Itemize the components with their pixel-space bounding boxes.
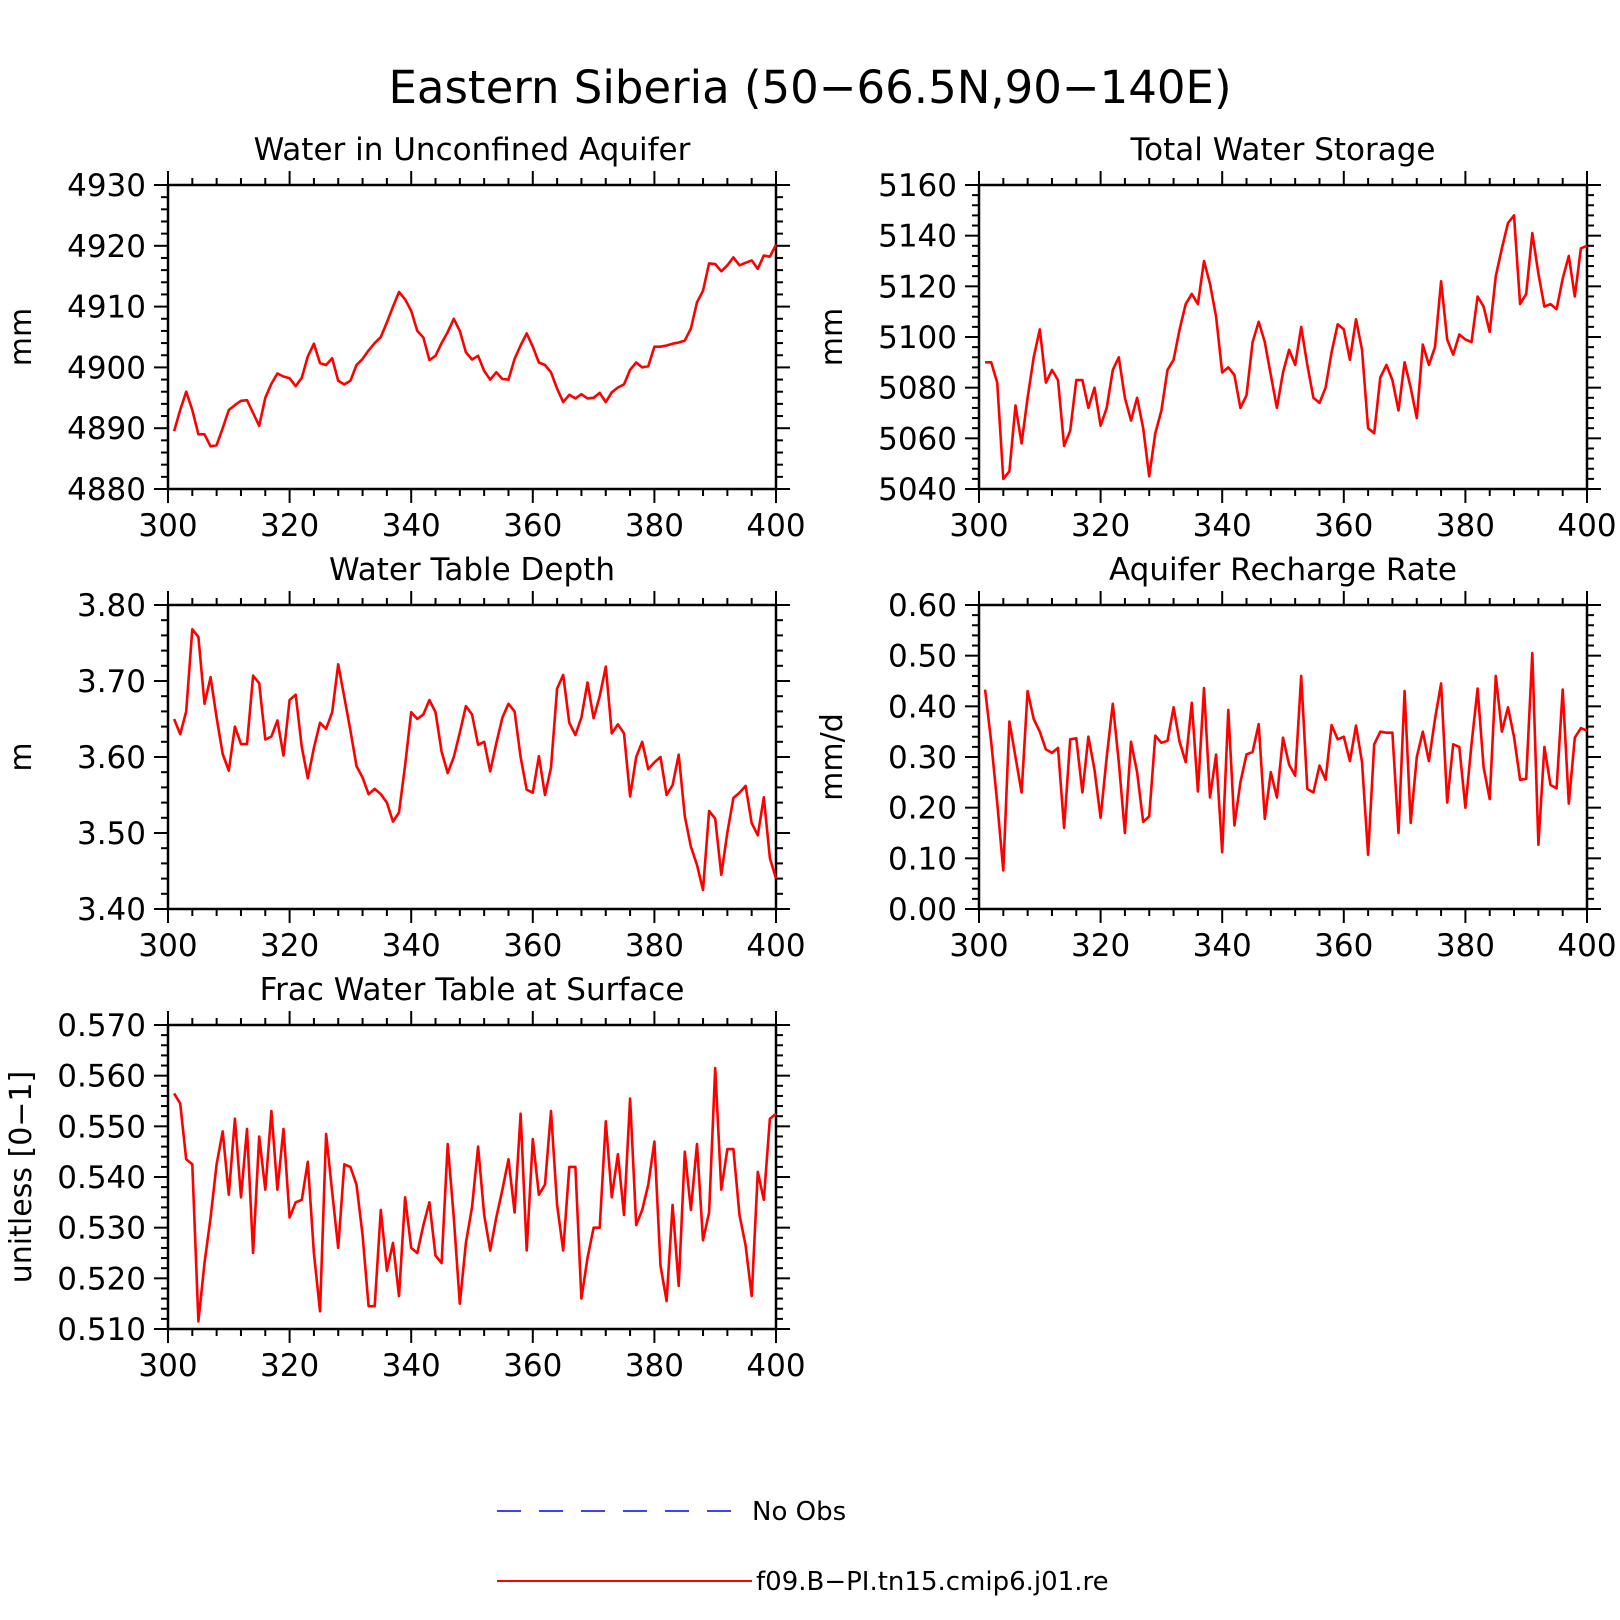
plot-frame [166, 603, 778, 911]
y-tick-label: 0.550 [57, 1109, 146, 1145]
y-tick-label: 5140 [878, 219, 957, 255]
y-tick-label: 0.530 [57, 1211, 146, 1247]
panel-1: 300 320 340 360 380 400 4880 4890 4900 4910 4920 49… [4, 132, 806, 544]
panel-5: 300 320 340 360 380 400 0.510 0.520 0.530 0.540 0.… [4, 972, 806, 1384]
y-tick-label: 0.510 [57, 1312, 146, 1348]
y-tick-label: 3.80 [77, 588, 146, 624]
x-tick-label: 400 [746, 928, 805, 964]
panels: 300 320 340 360 380 400 4880 4890 4900 4910 4920 49… [4, 132, 1617, 1384]
legend-obs-label: No Obs [752, 1497, 846, 1527]
x-tick-label: 400 [1557, 508, 1616, 544]
x-tick-label: 340 [1193, 928, 1252, 964]
y-tick-label: 5100 [878, 320, 957, 356]
x-tick-label: 340 [382, 928, 441, 964]
plot-frame [166, 183, 778, 491]
y-tick-label: 5160 [878, 168, 957, 204]
legend-model-label: f09.B−PI.tn15.cmip6.j01.re [756, 1567, 1109, 1597]
x-tick-label: 360 [1314, 928, 1373, 964]
x-tick-label: 360 [503, 1348, 562, 1384]
y-axis-label: unitless [0−1] [4, 1071, 39, 1283]
y-tick-label: 3.70 [77, 664, 146, 700]
y-tick-label: 0.10 [888, 841, 957, 877]
panel-4: 300 320 340 360 380 400 0.00 0.10 0.20 0.30 0.40 0.… [815, 552, 1617, 964]
y-tick-label: 0.30 [888, 740, 957, 776]
y-tick-label: 0.560 [57, 1059, 146, 1095]
panel-title: Water Table Depth [329, 552, 615, 588]
y-axis-label: mm [4, 308, 39, 366]
panel-3: 300 320 340 360 380 400 3.40 3.50 3.60 3.70 3.80 Wa… [4, 552, 806, 964]
y-axis-label: m [4, 742, 39, 771]
y-tick-label: 0.20 [888, 791, 957, 827]
y-tick-label: 4880 [67, 472, 146, 508]
plot-frame [977, 183, 1589, 491]
y-tick-label: 4890 [67, 411, 146, 447]
y-axis-label: mm [815, 308, 850, 366]
x-tick-label: 400 [746, 1348, 805, 1384]
x-tick-label: 320 [260, 508, 319, 544]
series-line [985, 214, 1588, 481]
y-tick-label: 5040 [878, 472, 957, 508]
y-tick-label: 0.570 [57, 1008, 146, 1044]
panel-title: Aquifer Recharge Rate [1109, 552, 1457, 588]
x-tick-label: 380 [625, 508, 684, 544]
legend: No Obs f09.B−PI.tn15.cmip6.j01.re [497, 1497, 1109, 1597]
x-tick-label: 300 [949, 508, 1008, 544]
x-tick-label: 380 [625, 928, 684, 964]
y-tick-label: 3.50 [77, 816, 146, 852]
y-tick-label: 0.60 [888, 588, 957, 624]
y-tick-label: 4900 [67, 350, 146, 386]
x-tick-label: 380 [625, 1348, 684, 1384]
x-tick-label: 300 [138, 1348, 197, 1384]
x-tick-label: 340 [382, 508, 441, 544]
y-tick-label: 0.50 [888, 639, 957, 675]
series-line [172, 627, 778, 892]
series-line [172, 1066, 777, 1323]
x-tick-label: 360 [503, 508, 562, 544]
x-tick-label: 300 [138, 508, 197, 544]
y-tick-label: 0.540 [57, 1160, 146, 1196]
y-axis-label: mm/d [815, 713, 850, 801]
x-tick-label: 300 [949, 928, 1008, 964]
panel-title: Water in Unconfined Aquifer [254, 132, 691, 168]
y-tick-label: 5060 [878, 421, 957, 457]
x-tick-label: 380 [1436, 928, 1495, 964]
x-tick-label: 320 [1071, 508, 1130, 544]
y-tick-label: 5120 [878, 269, 957, 305]
y-tick-label: 4910 [67, 290, 146, 326]
y-tick-label: 4920 [67, 229, 146, 265]
y-tick-label: 3.60 [77, 740, 146, 776]
x-tick-label: 320 [1071, 928, 1130, 964]
x-tick-label: 340 [382, 1348, 441, 1384]
x-tick-label: 320 [260, 1348, 319, 1384]
x-tick-label: 300 [138, 928, 197, 964]
x-tick-label: 340 [1193, 508, 1252, 544]
x-tick-label: 360 [503, 928, 562, 964]
panel-2: 300 320 340 360 380 400 5040 5060 5080 5100 5120 51… [815, 132, 1617, 544]
series-line [172, 244, 778, 448]
y-tick-label: 4930 [67, 168, 146, 204]
figure-title: Eastern Siberia (50−66.5N,90−140E) [388, 61, 1231, 114]
y-tick-label: 0.00 [888, 892, 957, 928]
x-tick-label: 380 [1436, 508, 1495, 544]
x-tick-label: 360 [1314, 508, 1373, 544]
x-tick-label: 320 [260, 928, 319, 964]
y-tick-label: 0.40 [888, 689, 957, 725]
y-tick-label: 5080 [878, 371, 957, 407]
y-tick-label: 0.520 [57, 1261, 146, 1297]
panel-title: Frac Water Table at Surface [260, 972, 685, 1008]
x-tick-label: 400 [746, 508, 805, 544]
panel-title: Total Water Storage [1129, 132, 1435, 168]
series-line [983, 651, 1588, 872]
x-tick-label: 400 [1557, 928, 1616, 964]
y-tick-label: 3.40 [77, 892, 146, 928]
